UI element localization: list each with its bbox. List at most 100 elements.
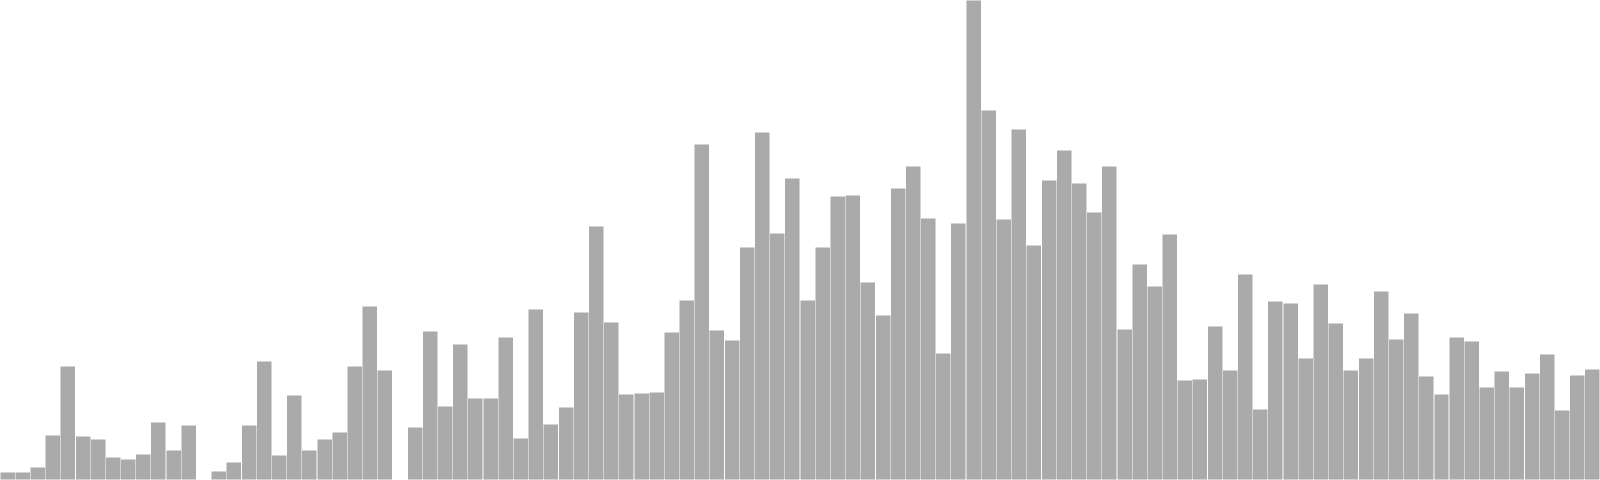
bar bbox=[1509, 386, 1525, 480]
bar bbox=[331, 431, 348, 480]
bar bbox=[467, 397, 484, 480]
bar bbox=[784, 177, 801, 480]
bar bbox=[29, 466, 46, 480]
bar bbox=[829, 195, 846, 480]
bar bbox=[1418, 375, 1435, 480]
bar bbox=[1011, 128, 1027, 480]
bar bbox=[105, 456, 122, 480]
bar bbox=[1478, 386, 1495, 480]
bar bbox=[120, 458, 137, 480]
bar bbox=[1146, 285, 1163, 480]
bar bbox=[739, 246, 756, 480]
bar bbox=[769, 232, 786, 480]
bar bbox=[165, 449, 182, 480]
bar bbox=[90, 438, 106, 480]
bar bbox=[1177, 379, 1193, 480]
bar bbox=[482, 397, 499, 480]
bar bbox=[1554, 409, 1571, 480]
bar bbox=[527, 308, 544, 480]
bar bbox=[256, 360, 272, 480]
bar bbox=[301, 449, 318, 480]
bar bbox=[512, 437, 529, 480]
bar bbox=[1116, 328, 1133, 480]
bar bbox=[361, 305, 378, 480]
bar bbox=[1041, 179, 1057, 480]
bar bbox=[1328, 322, 1344, 480]
bar bbox=[663, 331, 680, 480]
bar bbox=[1312, 283, 1329, 480]
bar bbox=[965, 0, 982, 480]
bar bbox=[346, 365, 363, 480]
bar bbox=[422, 330, 439, 480]
bar bbox=[180, 424, 197, 480]
bar bbox=[14, 471, 31, 480]
bar bbox=[271, 454, 288, 480]
bar bbox=[678, 299, 695, 480]
bar bbox=[860, 281, 876, 480]
bar bbox=[316, 438, 333, 480]
bar bbox=[1403, 312, 1420, 480]
bar bbox=[1252, 408, 1269, 480]
bar bbox=[437, 405, 454, 480]
bar bbox=[799, 299, 816, 480]
bar bbox=[44, 434, 61, 480]
bar bbox=[1584, 368, 1600, 480]
bar bbox=[1524, 372, 1540, 480]
bar bbox=[980, 109, 997, 480]
bar bbox=[407, 426, 423, 480]
bar bbox=[558, 406, 574, 480]
bar bbox=[618, 393, 635, 480]
bar bbox=[1026, 244, 1042, 480]
bar bbox=[1433, 393, 1450, 480]
bar bbox=[995, 218, 1012, 480]
bar bbox=[226, 461, 242, 480]
bar bbox=[377, 369, 393, 480]
bar bbox=[814, 246, 831, 480]
bar bbox=[211, 470, 227, 480]
bar bbox=[1071, 182, 1088, 480]
bar bbox=[1539, 353, 1556, 480]
bar bbox=[1131, 263, 1148, 480]
bar bbox=[648, 391, 665, 480]
bar bbox=[1297, 357, 1314, 480]
bar bbox=[724, 339, 740, 480]
bar bbox=[633, 392, 650, 480]
bar bbox=[1494, 370, 1510, 480]
bar bbox=[1161, 233, 1178, 480]
bar bbox=[1358, 357, 1374, 480]
bar bbox=[754, 131, 771, 480]
bar bbox=[0, 471, 16, 480]
bar bbox=[135, 453, 152, 480]
bar bbox=[1267, 300, 1284, 480]
bar bbox=[1207, 325, 1223, 480]
bar bbox=[694, 143, 710, 480]
bar bbox=[588, 225, 605, 480]
bar bbox=[1086, 211, 1103, 480]
bar bbox=[1237, 273, 1254, 480]
bar bbox=[709, 329, 725, 480]
bar bbox=[1282, 302, 1299, 480]
bar bbox=[543, 423, 559, 480]
bar bbox=[1101, 165, 1118, 480]
bar bbox=[935, 352, 952, 480]
bar bbox=[452, 343, 469, 480]
bar bbox=[286, 394, 303, 480]
bar bbox=[1192, 378, 1208, 480]
bar bbox=[950, 222, 967, 480]
bar bbox=[150, 421, 167, 480]
bar bbox=[1373, 290, 1389, 480]
bar bbox=[603, 321, 620, 480]
bar bbox=[905, 165, 922, 480]
bar bbox=[1343, 369, 1359, 480]
bar bbox=[75, 435, 91, 480]
bar bbox=[920, 217, 937, 480]
bar bbox=[1463, 340, 1480, 480]
bar bbox=[1448, 336, 1465, 480]
bar bbox=[241, 424, 257, 480]
bar bbox=[844, 194, 861, 480]
bar bbox=[573, 311, 589, 480]
bar bbox=[1569, 374, 1586, 480]
